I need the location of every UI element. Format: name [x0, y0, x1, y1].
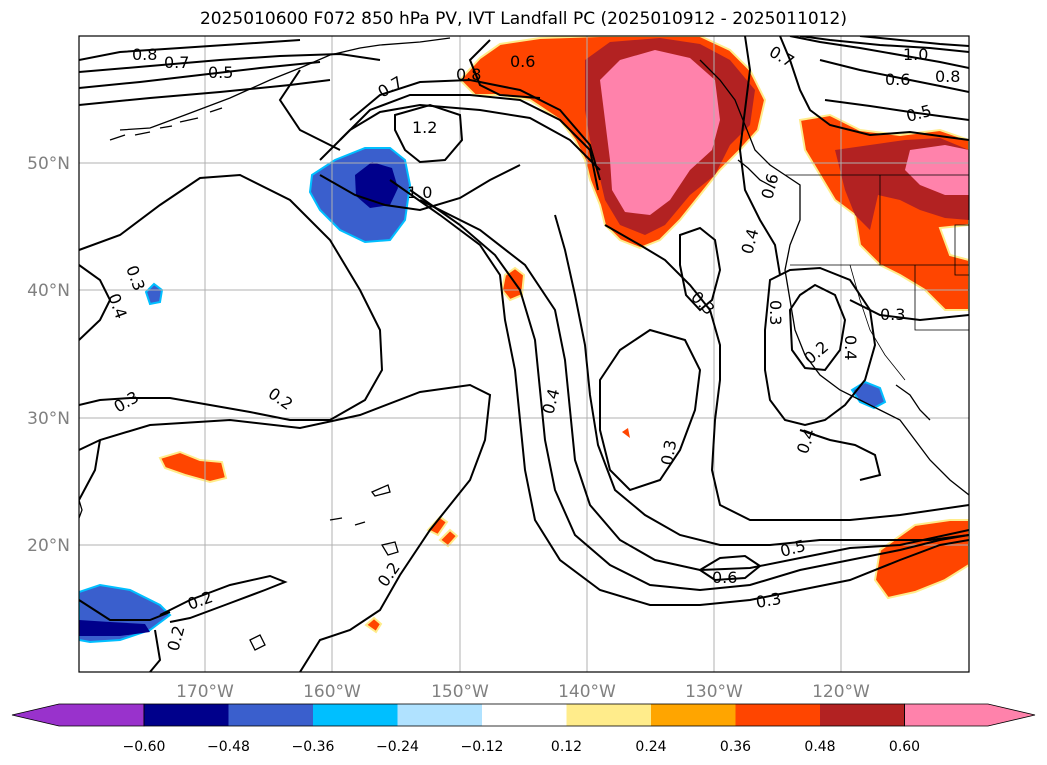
contour-label: 0.6	[712, 568, 737, 587]
contour-label: 0.5	[208, 63, 233, 82]
colorbar-segment	[566, 704, 651, 726]
lon-label: 170°W	[176, 682, 234, 702]
contour-labels: 0.8 0.7 0.5 0.7 0.8 0.6 1.2 1.0 0.7 1.0 …	[104, 42, 960, 653]
colorbar-extend-left	[11, 703, 145, 727]
contour-label: 0.3	[880, 305, 905, 324]
colorbar-segment	[651, 704, 736, 726]
shade-small-4	[438, 528, 459, 548]
lat-label: 50°N	[27, 154, 70, 174]
colorbar-tick: 0.12	[551, 739, 582, 755]
contour-label: 0.7	[164, 53, 189, 72]
colorbar: −0.60 −0.48 −0.36 −0.24 −0.12 0.12 0.24 …	[11, 703, 1036, 755]
colorbar-tick: 0.48	[804, 739, 835, 755]
colorbar-segment	[397, 704, 482, 726]
shade-neg-aleutian-navy	[355, 162, 398, 208]
colorbar-tick: 0.60	[889, 739, 920, 755]
colorbar-tick: −0.48	[207, 739, 250, 755]
shade-neg-small	[144, 282, 164, 306]
shade-small-2	[158, 450, 228, 484]
shade-neg-sw-navy	[79, 620, 150, 636]
coastlines	[79, 37, 969, 651]
longitude-labels: 170°W 160°W 150°W 140°W 130°W 120°W	[176, 682, 870, 702]
contour-label: 1.0	[903, 45, 928, 64]
shade-small-6	[622, 428, 630, 438]
colorbar-segment	[144, 704, 229, 726]
contour-label: 0.4	[841, 335, 860, 360]
contour-label: 1.0	[407, 183, 432, 202]
colorbar-segment	[313, 704, 398, 726]
contour-label: 0.3	[657, 438, 680, 466]
contour-label: 0.8	[935, 67, 960, 86]
shade-pnw-pink	[905, 145, 969, 195]
contour-label: 0.6	[510, 52, 535, 71]
colorbar-tick: −0.36	[292, 739, 335, 755]
latitude-labels: 50°N 40°N 30°N 20°N	[27, 154, 70, 556]
colorbar-tick: 0.24	[635, 739, 666, 755]
lon-label: 120°W	[812, 682, 870, 702]
colorbar-tick: −0.24	[376, 739, 419, 755]
colorbar-tick: −0.12	[461, 739, 504, 755]
colorbar-extend-right	[904, 703, 1036, 727]
colorbar-frame	[143, 703, 905, 727]
lon-label: 130°W	[685, 682, 743, 702]
lon-label: 140°W	[558, 682, 616, 702]
contour-label: 1.2	[412, 118, 437, 137]
colorbar-tick: −0.60	[123, 739, 166, 755]
lat-label: 20°N	[27, 536, 70, 556]
pv-contours	[79, 36, 969, 672]
lon-label: 160°W	[303, 682, 361, 702]
lon-label: 150°W	[431, 682, 489, 702]
map-plot-area: 0.8 0.7 0.5 0.7 0.8 0.6 1.2 1.0 0.7 1.0 …	[79, 36, 969, 672]
contour-label: 0.6	[885, 70, 910, 89]
lat-label: 40°N	[27, 281, 70, 301]
shade-alaska-pink	[600, 50, 720, 215]
colorbar-segment	[735, 704, 820, 726]
lat-label: 30°N	[27, 409, 70, 429]
shade-small-5	[364, 616, 383, 634]
shaded-regions	[79, 36, 969, 644]
contour-label: 0.3	[766, 300, 785, 325]
map-frame	[78, 35, 970, 673]
contour-label: 0.3	[754, 589, 782, 612]
colorbar-tick: 0.36	[720, 739, 751, 755]
chart-title: 2025010600 F072 850 hPa PV, IVT Landfall…	[199, 9, 847, 29]
shade-neg-socal	[850, 380, 887, 410]
contour-label: 0.8	[456, 65, 481, 84]
colorbar-segment	[482, 704, 567, 726]
colorbar-segment	[228, 704, 313, 726]
contour-label: 0.8	[132, 45, 157, 64]
colorbar-segment	[820, 704, 905, 726]
